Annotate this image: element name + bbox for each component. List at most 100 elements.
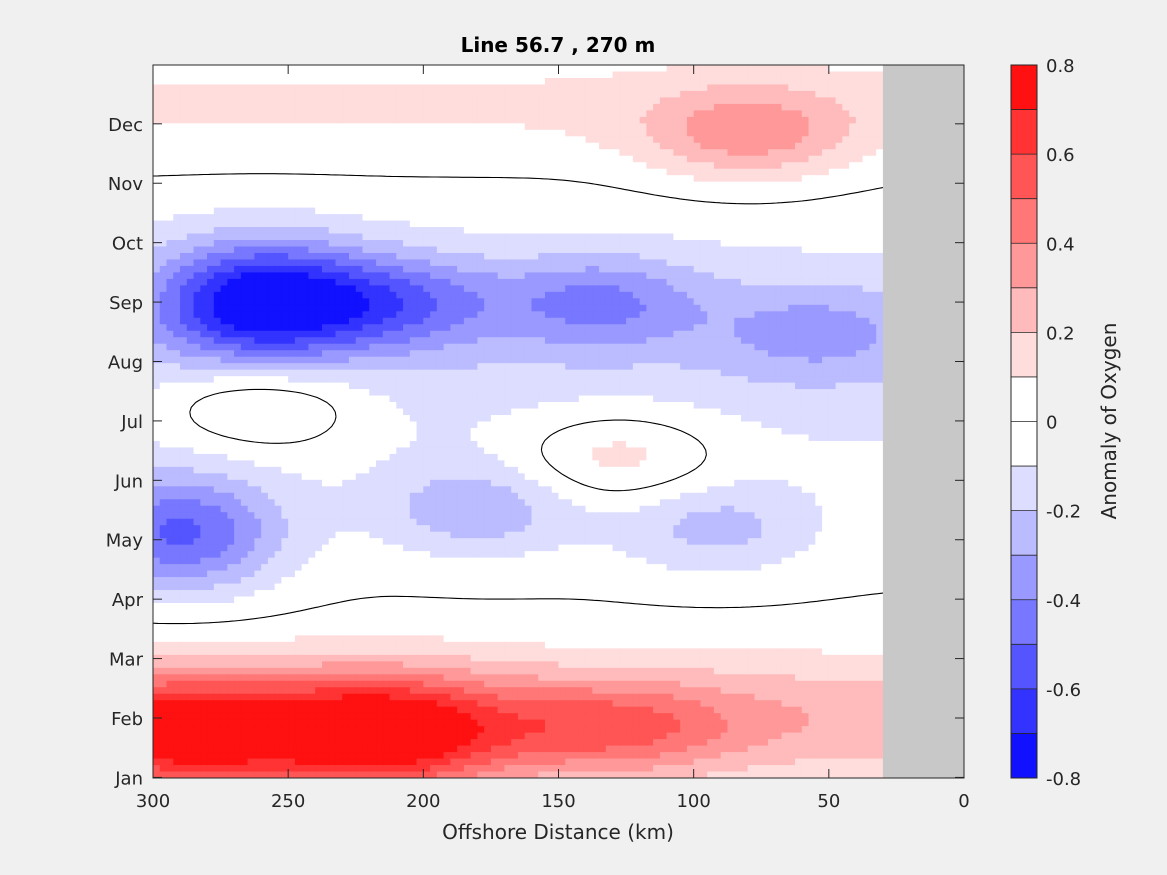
contour-cell: [531, 71, 539, 79]
contour-cell: [382, 304, 391, 312]
contour-cell: [409, 214, 418, 222]
contour-cell: [632, 220, 641, 228]
contour-cell: [734, 317, 742, 325]
contour-cell: [578, 265, 587, 274]
contour-cell: [801, 324, 810, 332]
contour-cell: [288, 330, 296, 338]
contour-cell: [490, 214, 499, 222]
contour-cell: [713, 175, 722, 183]
contour-cell: [389, 142, 397, 150]
contour-cell: [639, 220, 647, 228]
contour-cell: [328, 304, 337, 312]
contour-cell: [815, 291, 823, 299]
contour-cell: [342, 317, 350, 325]
contour-cell: [315, 188, 323, 196]
contour-cell: [409, 136, 418, 144]
contour-cell: [450, 272, 458, 280]
contour-cell: [328, 233, 337, 241]
contour-cell: [686, 278, 695, 286]
contour-cell: [801, 90, 810, 99]
contour-cell: [565, 123, 573, 131]
contour-cell: [849, 129, 857, 137]
contour-cell: [274, 188, 283, 196]
contour-cell: [585, 201, 593, 209]
contour-cell: [261, 103, 269, 111]
contour-cell: [619, 220, 627, 228]
contour-cell: [342, 162, 350, 170]
contour-cell: [470, 246, 478, 254]
contour-cell: [727, 240, 735, 248]
contour-cell: [862, 129, 870, 137]
contour-cell: [308, 194, 316, 202]
contour-cell: [659, 330, 668, 338]
contour-cell: [740, 298, 749, 306]
contour-cell: [166, 162, 174, 170]
contour-cell: [186, 240, 195, 248]
contour-cell: [247, 71, 255, 79]
contour-cell: [348, 149, 357, 157]
contour-cell: [605, 278, 614, 286]
contour-cell: [626, 201, 634, 209]
contour-cell: [450, 142, 458, 150]
contour-cell: [659, 136, 668, 144]
contour-cell: [234, 214, 242, 222]
contour-cell: [369, 155, 377, 163]
contour-cell: [416, 97, 424, 105]
contour-cell: [700, 240, 708, 248]
contour-cell: [869, 194, 877, 202]
contour-cell: [774, 136, 783, 144]
contour-cell: [592, 298, 600, 306]
contour-cell: [207, 304, 215, 312]
contour-cell: [376, 110, 384, 118]
contour-cell: [342, 71, 350, 79]
contour-cell: [409, 188, 418, 196]
contour-cell: [842, 201, 850, 209]
contour-cell: [436, 298, 445, 306]
contour-cell: [443, 71, 451, 79]
contour-cell: [301, 252, 310, 261]
contour-cell: [315, 259, 323, 267]
contour-cell: [551, 278, 560, 286]
contour-cell: [369, 110, 377, 118]
contour-cell: [173, 324, 181, 332]
contour-cell: [855, 265, 864, 274]
contour-cell: [781, 272, 789, 280]
contour-cell: [159, 311, 168, 319]
contour-cell: [544, 77, 553, 86]
contour-cell: [876, 259, 884, 267]
contour-cell: [720, 136, 729, 144]
contour-cell: [409, 97, 418, 105]
contour-cell: [788, 65, 796, 73]
contour-cell: [551, 129, 560, 137]
contour-cell: [585, 168, 593, 176]
contour-cell: [430, 324, 438, 332]
contour-cell: [153, 110, 161, 118]
contour-cell: [774, 291, 783, 299]
contour-cell: [835, 162, 843, 170]
contour-cell: [720, 97, 729, 105]
contour-cell: [558, 259, 566, 267]
contour-cell: [686, 227, 695, 235]
contour-cell: [680, 149, 688, 157]
contour-cell: [842, 317, 850, 325]
contour-cell: [599, 298, 607, 306]
contour-cell: [835, 227, 843, 235]
contour-cell: [720, 298, 729, 306]
contour-cell: [808, 90, 816, 99]
contour-cell: [585, 285, 593, 293]
contour-cell: [835, 103, 843, 111]
contour-cell: [511, 84, 519, 92]
contour-cell: [484, 110, 492, 118]
contour-cell: [612, 272, 620, 280]
contour-cell: [193, 246, 201, 254]
contour-cell: [267, 207, 276, 215]
contour-cell: [376, 330, 384, 338]
contour-cell: [795, 103, 803, 111]
contour-cell: [409, 240, 418, 248]
contour-cell: [234, 77, 242, 86]
contour-cell: [457, 285, 465, 293]
contour-cell: [788, 272, 796, 280]
contour-cell: [578, 311, 587, 319]
contour-cell: [315, 317, 323, 325]
contour-cell: [511, 175, 519, 183]
